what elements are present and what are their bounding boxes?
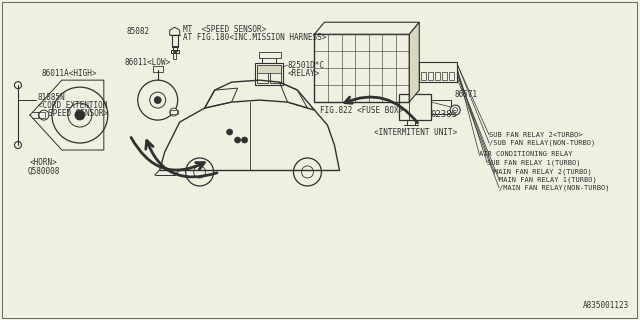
Bar [170, 110, 178, 114]
Text: MT  <SPEED SENSOR>: MT <SPEED SENSOR> [182, 25, 266, 34]
Text: SUB FAN RELAY 2<TURBO>: SUB FAN RELAY 2<TURBO> [489, 132, 582, 138]
Circle shape [150, 92, 166, 108]
Text: SUB FAN RELAY 1(TURBO): SUB FAN RELAY 1(TURBO) [487, 160, 580, 166]
Circle shape [170, 108, 178, 116]
Circle shape [68, 103, 92, 127]
Text: MAIN FAN RELAY 1(TURBO): MAIN FAN RELAY 1(TURBO) [499, 177, 597, 183]
Text: <CORD EXTENTION: <CORD EXTENTION [38, 100, 108, 109]
Bar [153, 66, 163, 72]
FancyArrowPatch shape [345, 97, 417, 123]
FancyArrowPatch shape [131, 138, 204, 170]
Circle shape [452, 108, 458, 113]
Bar [428, 72, 433, 80]
Bar [399, 94, 431, 120]
Text: AIR CONDITIONING RELAY: AIR CONDITIONING RELAY [479, 151, 573, 157]
Text: FIG.822 <FUSE BOX>: FIG.822 <FUSE BOX> [320, 106, 403, 115]
Text: /SUB FAN RELAY(NON-TURBO): /SUB FAN RELAY(NON-TURBO) [489, 140, 595, 146]
Text: <HORN>: <HORN> [30, 158, 58, 167]
Bar [173, 46, 177, 51]
Bar [173, 52, 176, 59]
Text: Q580008: Q580008 [28, 166, 60, 175]
Text: 86011<LOW>: 86011<LOW> [125, 58, 171, 67]
Bar [269, 65, 280, 83]
Text: MAIN FAN RELAY 2(TURBO): MAIN FAN RELAY 2(TURBO) [494, 169, 592, 175]
Bar [38, 112, 45, 118]
Circle shape [294, 158, 321, 186]
Circle shape [154, 97, 161, 104]
Circle shape [138, 80, 178, 120]
Bar [171, 50, 179, 53]
Text: A835001123: A835001123 [582, 301, 629, 310]
Text: /MAIN FAN RELAY(NON-TURBO): /MAIN FAN RELAY(NON-TURBO) [499, 185, 610, 191]
Bar [449, 72, 454, 80]
Circle shape [301, 166, 314, 178]
Circle shape [241, 137, 248, 143]
Bar [431, 100, 451, 114]
Text: AT FIG.180<INC.MISSION HARNESS>: AT FIG.180<INC.MISSION HARNESS> [182, 33, 326, 42]
Text: 0238S: 0238S [431, 109, 458, 119]
Text: <RELAY>: <RELAY> [287, 69, 320, 78]
Text: 82501D*C: 82501D*C [287, 61, 324, 70]
Circle shape [186, 158, 214, 186]
Text: 81885N: 81885N [38, 92, 66, 102]
Polygon shape [280, 82, 307, 108]
Polygon shape [205, 88, 237, 108]
Circle shape [75, 110, 85, 120]
Bar [259, 52, 280, 58]
Circle shape [450, 105, 460, 115]
Bar [419, 62, 457, 82]
Circle shape [15, 82, 22, 89]
Circle shape [227, 129, 232, 135]
Circle shape [194, 166, 205, 178]
Text: <INTERMITENT UNIT>: <INTERMITENT UNIT> [374, 128, 457, 137]
Polygon shape [410, 22, 419, 102]
Bar [255, 63, 282, 85]
Text: 86571: 86571 [454, 90, 477, 99]
Polygon shape [314, 22, 419, 34]
Text: 85082: 85082 [127, 27, 150, 36]
Bar [435, 72, 440, 80]
Circle shape [39, 110, 49, 120]
Bar [421, 72, 426, 80]
Bar [257, 65, 268, 83]
Polygon shape [170, 27, 180, 35]
Bar [172, 35, 178, 47]
Bar [442, 72, 447, 80]
Text: 86011A<HIGH>: 86011A<HIGH> [42, 69, 97, 78]
Circle shape [52, 87, 108, 143]
Bar [314, 34, 410, 102]
Circle shape [235, 137, 241, 143]
Circle shape [15, 141, 22, 148]
Text: SPEED SENSOR>: SPEED SENSOR> [48, 108, 108, 117]
FancyArrowPatch shape [146, 140, 217, 177]
Bar [257, 65, 280, 73]
